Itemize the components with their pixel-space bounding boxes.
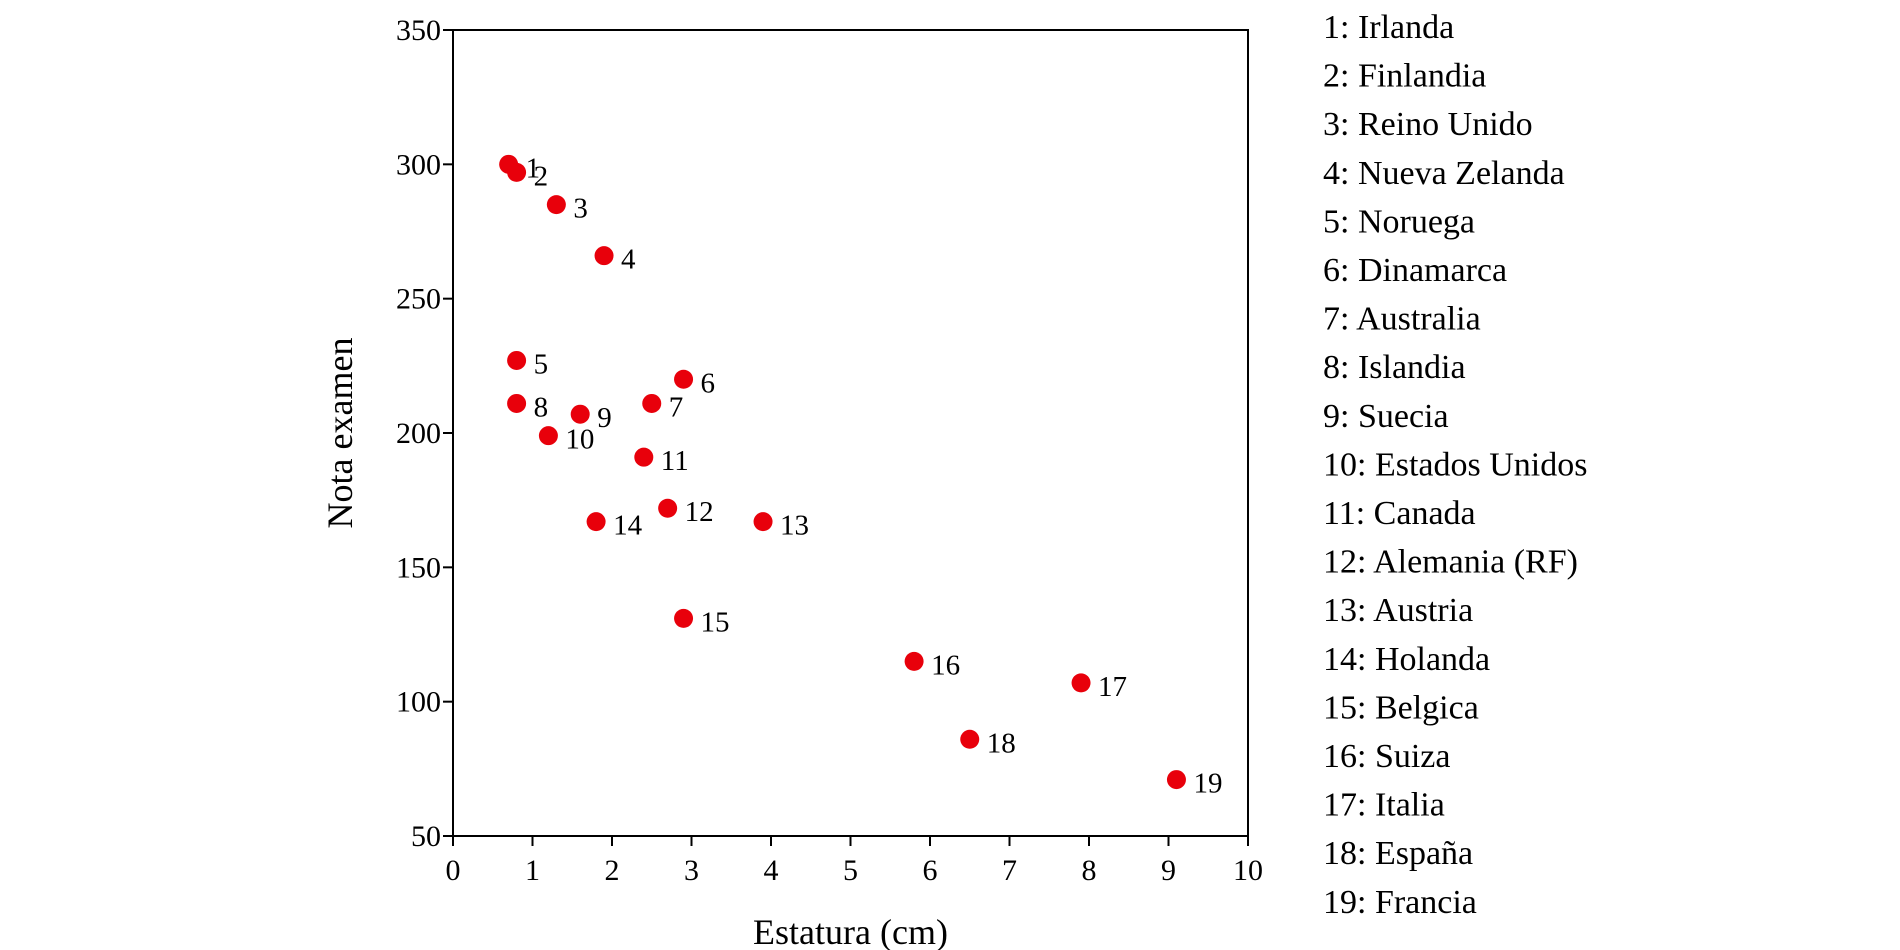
data-point-3 xyxy=(546,195,566,215)
x-axis-label: Estatura (cm) xyxy=(753,912,948,950)
point-label-3: 3 xyxy=(573,193,588,225)
legend-entry: 14: Holanda xyxy=(1323,641,1490,678)
y-tick-label: 100 xyxy=(396,686,441,719)
data-point-17 xyxy=(1071,673,1091,693)
legend-entry: 2: Finlandia xyxy=(1323,58,1486,95)
point-label-12: 12 xyxy=(685,496,714,528)
legend-entry: 3: Reino Unido xyxy=(1323,106,1533,143)
data-point-5 xyxy=(507,350,527,370)
data-point-16 xyxy=(904,651,924,671)
data-point-12 xyxy=(658,498,678,518)
x-tick-label: 3 xyxy=(684,854,699,887)
data-point-9 xyxy=(570,404,590,424)
x-tick-label: 7 xyxy=(1002,854,1017,887)
y-tick-label: 250 xyxy=(396,283,441,316)
y-tick-label: 150 xyxy=(396,551,441,584)
data-point-4 xyxy=(594,246,614,266)
point-label-17: 17 xyxy=(1098,671,1127,703)
legend-entry: 18: España xyxy=(1323,835,1473,872)
point-label-2: 2 xyxy=(534,160,549,192)
data-point-2 xyxy=(507,162,527,182)
x-tick-label: 6 xyxy=(923,854,938,887)
y-tick-label: 300 xyxy=(396,148,441,181)
legend-entry: 4: Nueva Zelanda xyxy=(1323,155,1565,192)
x-tick-label: 0 xyxy=(446,854,461,887)
point-label-14: 14 xyxy=(613,510,643,542)
point-label-10: 10 xyxy=(565,424,594,456)
x-tick-label: 4 xyxy=(764,854,779,887)
legend-entry: 15: Belgica xyxy=(1323,689,1479,726)
x-tick-label: 10 xyxy=(1233,854,1263,887)
legend-entry: 10: Estados Unidos xyxy=(1323,446,1587,483)
legend-entry: 6: Dinamarca xyxy=(1323,252,1507,289)
data-point-18 xyxy=(960,729,980,749)
point-label-16: 16 xyxy=(931,649,960,681)
point-label-7: 7 xyxy=(669,391,684,423)
point-label-15: 15 xyxy=(701,606,730,638)
point-label-11: 11 xyxy=(661,445,689,477)
point-label-8: 8 xyxy=(534,391,549,423)
point-label-9: 9 xyxy=(597,402,612,434)
legend-entry: 8: Islandia xyxy=(1323,349,1466,386)
x-tick-label: 5 xyxy=(843,854,858,887)
y-tick-label: 350 xyxy=(396,14,441,47)
data-point-15 xyxy=(674,608,694,628)
point-label-19: 19 xyxy=(1193,768,1222,800)
point-label-4: 4 xyxy=(621,244,636,276)
data-point-14 xyxy=(586,512,606,532)
point-label-13: 13 xyxy=(780,510,809,542)
data-point-13 xyxy=(753,512,773,532)
data-point-6 xyxy=(674,369,694,389)
legend-entry: 1: Irlanda xyxy=(1323,9,1454,46)
data-point-19 xyxy=(1166,770,1186,790)
point-label-6: 6 xyxy=(701,367,716,399)
legend-entry: 12: Alemania (RF) xyxy=(1323,544,1578,581)
legend: 1: Irlanda 2: Finlandia 3: Reino Unido 4: N… xyxy=(1323,9,1587,921)
data-point-7 xyxy=(642,393,662,413)
point-label-5: 5 xyxy=(534,348,549,380)
x-tick-label: 1 xyxy=(525,854,540,887)
legend-entry: 17: Italia xyxy=(1323,787,1445,824)
legend-entry: 9: Suecia xyxy=(1323,398,1449,435)
legend-entry: 16: Suiza xyxy=(1323,738,1450,775)
point-label-18: 18 xyxy=(987,727,1016,759)
y-tick-label: 50 xyxy=(411,820,441,853)
legend-entry: 11: Canada xyxy=(1323,495,1476,532)
x-tick-label: 8 xyxy=(1082,854,1097,887)
x-tick-label: 2 xyxy=(605,854,620,887)
point-label-1: 1 xyxy=(526,152,541,184)
axes: 0 1 2 3 4 5 6 7 8 9 1050100150200250300350Estatura… xyxy=(320,14,1263,950)
data-point-8 xyxy=(507,393,527,413)
y-tick-label: 200 xyxy=(396,417,441,450)
legend-entry: 7: Australia xyxy=(1323,301,1481,338)
y-axis-label: Nota examen xyxy=(320,338,360,529)
data-point-10 xyxy=(538,426,558,446)
legend-entry: 13: Austria xyxy=(1323,592,1473,629)
legend-entry: 19: Francia xyxy=(1323,884,1477,921)
legend-entry: 5: Noruega xyxy=(1323,203,1475,240)
x-tick-label: 9 xyxy=(1161,854,1176,887)
data-point-11 xyxy=(634,447,654,467)
